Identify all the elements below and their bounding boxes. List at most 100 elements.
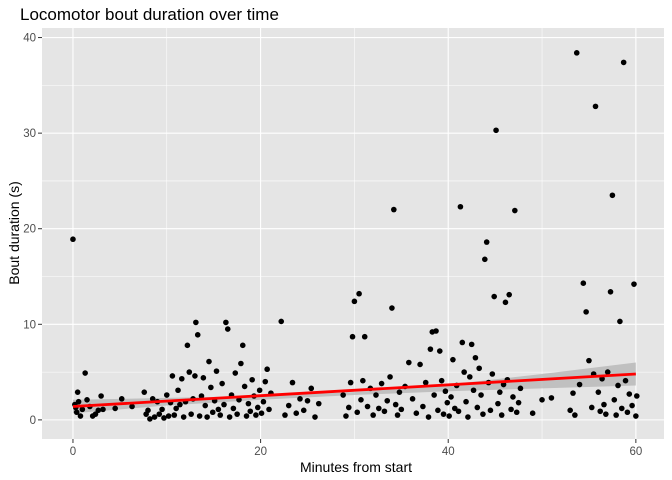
data-point [304, 397, 311, 404]
data-point [572, 412, 578, 418]
data-point [446, 413, 452, 419]
data-point [163, 392, 170, 398]
data-point [609, 192, 616, 199]
data-point [570, 390, 576, 396]
data-point [186, 369, 193, 375]
data-point [188, 411, 194, 417]
data-point [213, 368, 220, 374]
data-point [583, 309, 589, 315]
data-point [626, 391, 633, 397]
data-point [387, 374, 393, 380]
data-point [151, 414, 158, 420]
data-point [79, 406, 86, 413]
data-point [169, 373, 176, 379]
data-point [394, 412, 401, 418]
data-point [315, 400, 322, 407]
data-point [624, 409, 631, 416]
plot-panel [42, 28, 664, 439]
data-point [297, 396, 303, 402]
data-point [175, 387, 181, 394]
data-point [455, 408, 462, 415]
data-point [173, 405, 179, 412]
data-point [459, 339, 466, 346]
data-point [356, 290, 362, 297]
data-point [347, 379, 354, 386]
data-point [422, 379, 429, 386]
data-point [573, 50, 580, 56]
data-point [70, 236, 76, 243]
data-point [159, 406, 165, 413]
y-axis-title: Bout duration (s) [6, 181, 22, 285]
data-point [245, 400, 252, 407]
data-point [588, 404, 595, 411]
data-point [633, 393, 640, 399]
data-point [202, 402, 209, 409]
data-point [100, 406, 106, 413]
data-point [495, 400, 501, 407]
axis-ticks: 0 20 40 60 0 10 20 30 40 [23, 33, 642, 458]
data-point [425, 414, 432, 420]
data-point [433, 328, 439, 334]
data-point [467, 374, 473, 380]
data-point [413, 410, 420, 416]
data-point [580, 280, 587, 287]
data-point [241, 383, 248, 390]
data-point [487, 407, 494, 414]
data-point [513, 409, 520, 416]
data-point [253, 412, 259, 418]
data-point [178, 375, 185, 382]
data-point [604, 369, 611, 375]
data-point [472, 354, 479, 361]
data-point [266, 406, 272, 413]
data-point [515, 399, 522, 406]
data-point [436, 348, 443, 354]
data-point [440, 411, 447, 417]
data-point [358, 397, 364, 403]
data-point [420, 403, 426, 410]
data-point [77, 413, 84, 419]
data-point [502, 299, 509, 306]
data-point [215, 406, 222, 413]
data-point [82, 370, 88, 376]
data-point [448, 394, 454, 400]
data-point [392, 401, 399, 408]
data-point [435, 407, 441, 414]
data-point [230, 405, 237, 412]
data-point [506, 291, 512, 298]
data-point [391, 206, 397, 213]
data-point [474, 404, 481, 411]
data-point [226, 414, 233, 420]
data-point [618, 405, 625, 412]
data-point [354, 409, 361, 416]
data-point [234, 411, 240, 417]
data-point [308, 385, 315, 392]
data-point [224, 326, 231, 332]
data-point [260, 398, 267, 405]
data-point [497, 389, 503, 395]
data-point [622, 377, 629, 384]
data-point [98, 393, 104, 399]
data-point [595, 389, 602, 395]
data-point [617, 318, 623, 325]
data-point [539, 397, 545, 403]
data-point [427, 346, 434, 352]
data-point [406, 359, 412, 366]
data-point [256, 387, 263, 394]
y-tick-label: 20 [23, 224, 36, 236]
data-point [417, 361, 423, 368]
data-point [239, 342, 246, 349]
data-point [340, 392, 346, 398]
data-point [480, 411, 486, 417]
data-point [254, 404, 261, 411]
data-point [450, 356, 456, 363]
data-point [278, 318, 285, 325]
data-point [206, 358, 212, 365]
data-point [548, 395, 555, 401]
data-point [200, 375, 207, 381]
data-point [171, 412, 178, 418]
y-tick-label: 30 [23, 128, 36, 140]
data-point [398, 406, 405, 413]
data-point [221, 401, 227, 408]
data-point [129, 403, 135, 410]
data-point [489, 371, 496, 377]
